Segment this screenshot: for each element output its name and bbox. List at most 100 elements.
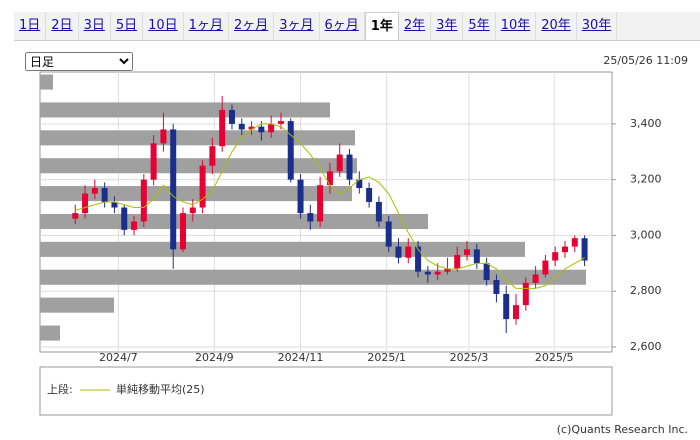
range-tab[interactable]: 3ヶ月 [274,12,320,40]
candle-body [91,188,98,194]
range-tab[interactable]: 3年 [431,12,464,40]
candle-body [238,123,245,130]
y-tick-label: 3,400 [630,117,662,130]
range-tab[interactable]: 5年 [463,12,496,40]
copyright: (c)Quants Research Inc. [557,423,688,436]
candle-body [571,238,578,247]
range-tab[interactable]: 2年 [399,12,432,40]
candle-body [513,305,520,320]
range-tab[interactable]: 10日 [143,12,184,40]
candle-body [483,263,490,281]
candle-body [561,246,568,253]
candle-body [375,201,382,222]
x-tick-label: 2025/1 [367,351,406,364]
candle-body [493,280,500,294]
x-tick-label: 2025/3 [450,351,489,364]
candle-body [581,238,588,261]
candle-body [160,129,167,144]
range-tab[interactable]: 5日 [111,12,144,40]
candle-body [268,123,275,133]
x-tick-label: 2024/7 [99,351,138,364]
candle-body [170,129,177,250]
candle-body [464,249,471,255]
candle-body [189,207,196,214]
timestamp: 25/05/26 11:09 [603,54,688,67]
volume-profile-bar [40,297,114,313]
candle-body [356,179,363,189]
candle-body [415,246,422,272]
candle-body [111,201,118,208]
candle-body [395,246,402,258]
candle-body [82,193,89,214]
volume-profile-bar [40,241,525,257]
candle-body [219,109,226,147]
x-tick-label: 2025/5 [535,351,574,364]
candle-body [503,293,510,320]
range-tab[interactable]: 1年 [364,12,399,40]
volume-profile-bar [40,213,428,230]
candle-body [542,260,549,275]
range-tab[interactable]: 30年 [577,12,618,40]
interval-select[interactable]: 日足 [25,52,133,71]
range-tab[interactable]: 3日 [79,12,111,40]
candle-body [140,179,147,222]
y-tick-label: 3,200 [630,173,662,186]
candle-body [434,271,441,275]
range-tabs: 1日 2日 3日 5日 10日 1ヶ月 2ヶ月 3ヶ月 6ヶ月 1年 2年 3年 5年 10年 20年 30年 [14,12,700,41]
moving-average-line [75,123,585,289]
y-tick-label: 3,000 [630,228,662,241]
legend-box [39,366,613,416]
volume-profile-bar [40,186,352,202]
candle-body [101,188,108,202]
y-tick-label: 2,600 [630,340,662,353]
candle-body [473,249,480,264]
candle-body [317,185,324,222]
candle-body [131,221,138,230]
legend-label: 上段: [47,382,73,396]
candle-body [326,171,333,186]
range-tab[interactable]: 1日 [14,12,47,40]
range-tab[interactable]: 6ヶ月 [320,12,365,40]
candle-body [552,252,559,261]
volume-profile-bar [40,325,60,341]
candle-body [297,179,304,214]
candle-body [336,154,343,172]
volume-profile-bar [40,269,586,285]
x-tick-label: 2024/11 [278,351,324,364]
candle-body [346,154,353,180]
candle-body [444,268,451,272]
candle-body [405,246,412,258]
candle-body [209,146,216,166]
candle-body [228,109,235,124]
candle-body [248,126,255,130]
candle-body [424,271,431,275]
range-tab[interactable]: 2ヶ月 [229,12,275,40]
volume-profile-bar [40,130,355,146]
candle-body [522,282,529,306]
volume-profile-bar [40,102,330,118]
candle-body [277,121,284,124]
range-tab[interactable]: 2日 [46,12,79,40]
x-tick-label: 2024/9 [195,351,234,364]
candle-body [180,213,186,250]
candle-body [72,213,79,219]
candle-body [307,213,314,222]
legend-entry: 単純移動平均(25) [116,382,205,396]
candle-body [385,221,392,247]
range-tab[interactable]: 10年 [496,12,537,40]
candle-body [532,274,539,283]
candle-body [150,143,157,180]
candle-body [287,121,294,180]
range-tab[interactable]: 1ヶ月 [184,12,229,40]
candle-body [121,207,128,230]
volume-profile-bar [40,158,357,174]
candle-body [366,188,373,202]
y-tick-label: 2,800 [630,284,662,297]
candle-body [454,254,461,269]
candle-body [199,165,206,208]
volume-profile-bar [40,74,53,90]
range-tab[interactable]: 20年 [536,12,577,40]
candle-body [258,126,265,133]
